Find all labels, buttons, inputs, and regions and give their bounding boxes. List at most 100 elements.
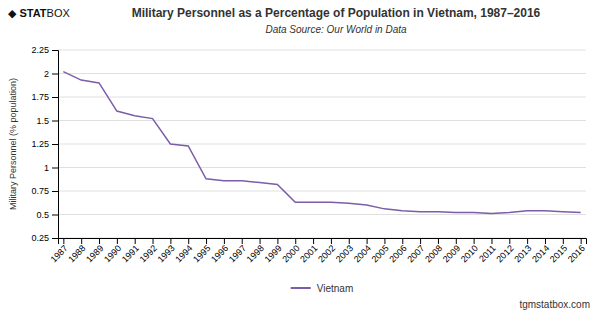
- line: [63, 72, 580, 214]
- tick-mark: [224, 238, 225, 244]
- grid-line: [58, 167, 586, 168]
- tick: 1992: [138, 238, 159, 264]
- tick: 1999: [263, 238, 284, 264]
- tick-label: 1996: [209, 243, 230, 264]
- tick: 2004: [352, 238, 373, 264]
- tick-mark: [581, 238, 582, 244]
- tick-mark: [456, 238, 457, 244]
- tick-mark: [52, 97, 58, 98]
- tick-label: 2011: [477, 243, 498, 264]
- tick: 1989: [84, 238, 105, 264]
- tick-mark: [52, 215, 58, 216]
- tick-mark: [367, 238, 368, 244]
- tick-mark: [81, 238, 82, 244]
- tick-label: 1.25: [31, 139, 49, 149]
- tick-label: 2016: [566, 243, 587, 264]
- tick-label: 2015: [548, 243, 569, 264]
- subtitle: Data Source: Our World in Data: [265, 24, 407, 35]
- tick-label: 2009: [441, 243, 462, 264]
- grid-line: [58, 191, 586, 192]
- tick: 1994: [173, 238, 194, 264]
- tick-label: 1995: [191, 243, 212, 264]
- tick-mark: [527, 238, 528, 244]
- tick: 2014: [530, 238, 551, 264]
- grid-line: [58, 50, 586, 51]
- tick-mark: [52, 191, 58, 192]
- tick-mark: [277, 238, 278, 244]
- tick-mark: [153, 238, 154, 244]
- chart: 0.250.50.7511.251.51.7522.25198719881989…: [0, 0, 600, 314]
- tick-mark: [420, 238, 421, 244]
- tick-mark: [52, 238, 58, 239]
- tick-label: 2014: [530, 243, 551, 264]
- tick: 1.75: [31, 92, 58, 102]
- tick-label: 2005: [370, 243, 391, 264]
- grid-line: [58, 214, 586, 215]
- tick-label: 2012: [494, 243, 515, 264]
- tick: 2001: [298, 238, 319, 264]
- tick-label: 2008: [423, 243, 444, 264]
- tick: 2011: [477, 238, 498, 264]
- tick-label: 2002: [316, 243, 337, 264]
- tick-label: 1990: [102, 243, 123, 264]
- tick: 2: [44, 69, 58, 79]
- tick-mark: [117, 238, 118, 244]
- tick-label: 2.25: [31, 45, 49, 55]
- tick-mark: [52, 74, 58, 75]
- tick-mark: [295, 238, 296, 244]
- tick-label: 2: [44, 69, 49, 79]
- legend-swatch: [291, 287, 311, 289]
- tick: 1988: [66, 238, 87, 264]
- tick-label: 2006: [387, 243, 408, 264]
- footer: tgmstatbox.com: [519, 299, 590, 310]
- tick: 0.75: [31, 186, 58, 196]
- tick-label: 1: [44, 163, 49, 173]
- tick-label: 2001: [298, 243, 319, 264]
- tick-label: 2013: [512, 243, 533, 264]
- tick: 0.25: [31, 233, 58, 243]
- tick: 2016: [566, 238, 587, 264]
- tick: 2009: [441, 238, 462, 264]
- tick-label: 1994: [173, 243, 194, 264]
- tick-mark: [384, 238, 385, 244]
- tick: 2013: [512, 238, 533, 264]
- x-axis: 1987198819891990199119921993199419951996…: [48, 238, 587, 264]
- tick: 1: [44, 163, 58, 173]
- tick-mark: [135, 238, 136, 244]
- tick-label: 1.75: [31, 92, 49, 102]
- tick-mark: [63, 238, 64, 244]
- tick-mark: [260, 238, 261, 244]
- tick-mark: [206, 238, 207, 244]
- tick-mark: [545, 238, 546, 244]
- tick: 1.5: [36, 116, 58, 126]
- tick: 1995: [191, 238, 212, 264]
- tick-mark: [563, 238, 564, 244]
- axis-line: [52, 51, 59, 239]
- tick-label: 1987: [48, 243, 69, 264]
- y-axis: 0.250.50.7511.251.51.7522.25: [31, 45, 58, 243]
- legend: Vietnam: [291, 283, 354, 294]
- tick: 2000: [280, 238, 301, 264]
- title: Military Personnel as a Percentage of Po…: [132, 6, 541, 20]
- plot-area: [63, 72, 580, 214]
- legend-label: Vietnam: [317, 283, 354, 294]
- tick-mark: [99, 238, 100, 244]
- tick-mark: [491, 238, 492, 244]
- tick-mark: [52, 121, 58, 122]
- tick-mark: [52, 144, 58, 145]
- logo-text: ◆: [8, 7, 17, 19]
- grid: [58, 50, 586, 238]
- tick: 1993: [156, 238, 177, 264]
- tick-label: 1992: [138, 243, 159, 264]
- tick: 1.25: [31, 139, 58, 149]
- tick-label: 1.5: [36, 116, 49, 126]
- tick-mark: [52, 168, 58, 169]
- tick: 2008: [423, 238, 444, 264]
- tick: 1991: [120, 238, 141, 264]
- tick: 2012: [494, 238, 515, 264]
- tick-label: 1998: [245, 243, 266, 264]
- tick: 2015: [548, 238, 569, 264]
- tick: 2002: [316, 238, 337, 264]
- tick: 2006: [387, 238, 408, 264]
- tick-label: 1993: [156, 243, 177, 264]
